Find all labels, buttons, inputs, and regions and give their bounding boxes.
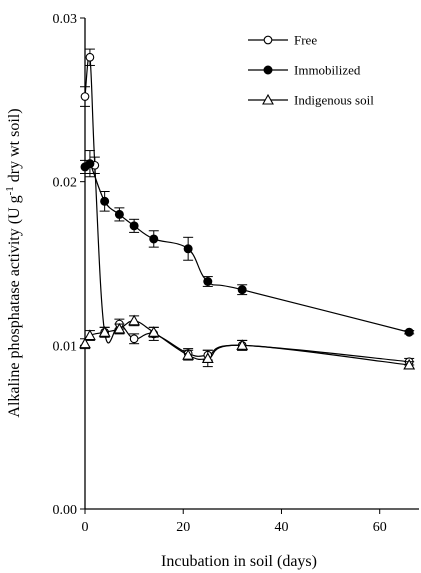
x-tick-label: 40 [274,520,288,535]
data-point [237,285,247,295]
data-point [83,329,96,341]
series-indigenous-soil [79,314,416,370]
legend-item: Immobilized [248,63,361,78]
legend-item: Free [248,33,317,48]
y-tick-label: 0.02 [53,176,78,191]
y-tick-label: 0.00 [53,503,78,518]
data-point [100,196,110,206]
y-tick-label: 0.01 [53,339,78,354]
data-point [79,337,91,349]
data-point [183,244,193,254]
data-point [129,334,139,344]
data-point [80,92,90,101]
data-point [203,277,213,287]
data-point [149,234,159,244]
x-tick-label: 0 [82,520,89,535]
legend: Free Immobilized Indigenous soil [248,33,374,108]
data-point [128,314,141,326]
data-point [404,327,414,337]
data-point [113,322,126,334]
legend-marker [262,93,274,105]
data-point [85,159,95,169]
y-axis-title: Alkaline phosphatase activity (U g-1 dry… [4,108,23,417]
legend-label: Immobilized [294,63,361,78]
data-point [147,326,160,337]
legend-marker [263,35,273,45]
x-tick-label: 60 [373,520,387,535]
x-tick-label: 20 [176,520,190,535]
data-point [85,52,95,62]
data-point [98,326,111,337]
legend-marker [263,65,273,75]
x-axis-ticks: 0 20 40 60 [82,509,387,535]
legend-item: Indigenous soil [248,93,374,108]
y-axis-title-main: Alkaline phosphatase activity (U g [6,195,23,417]
data-point [114,209,124,219]
legend-label: Indigenous soil [294,93,374,108]
data-point [403,358,416,370]
data-point [182,349,195,360]
y-axis-ticks: 0.00 0.01 0.02 0.03 [53,12,85,518]
x-axis-title: Incubation in soil (days) [161,553,317,570]
y-axis-title-unit: dry wt soil) [6,108,23,186]
y-tick-label: 0.03 [53,12,78,27]
data-point [129,221,139,231]
series-line [84,160,410,333]
y-axis-title-superscript: -1 [4,186,16,195]
data-point [201,352,214,363]
data-point [236,339,249,350]
legend-label: Free [294,33,317,48]
series-immobilized [80,150,415,337]
plot-area [79,48,416,370]
